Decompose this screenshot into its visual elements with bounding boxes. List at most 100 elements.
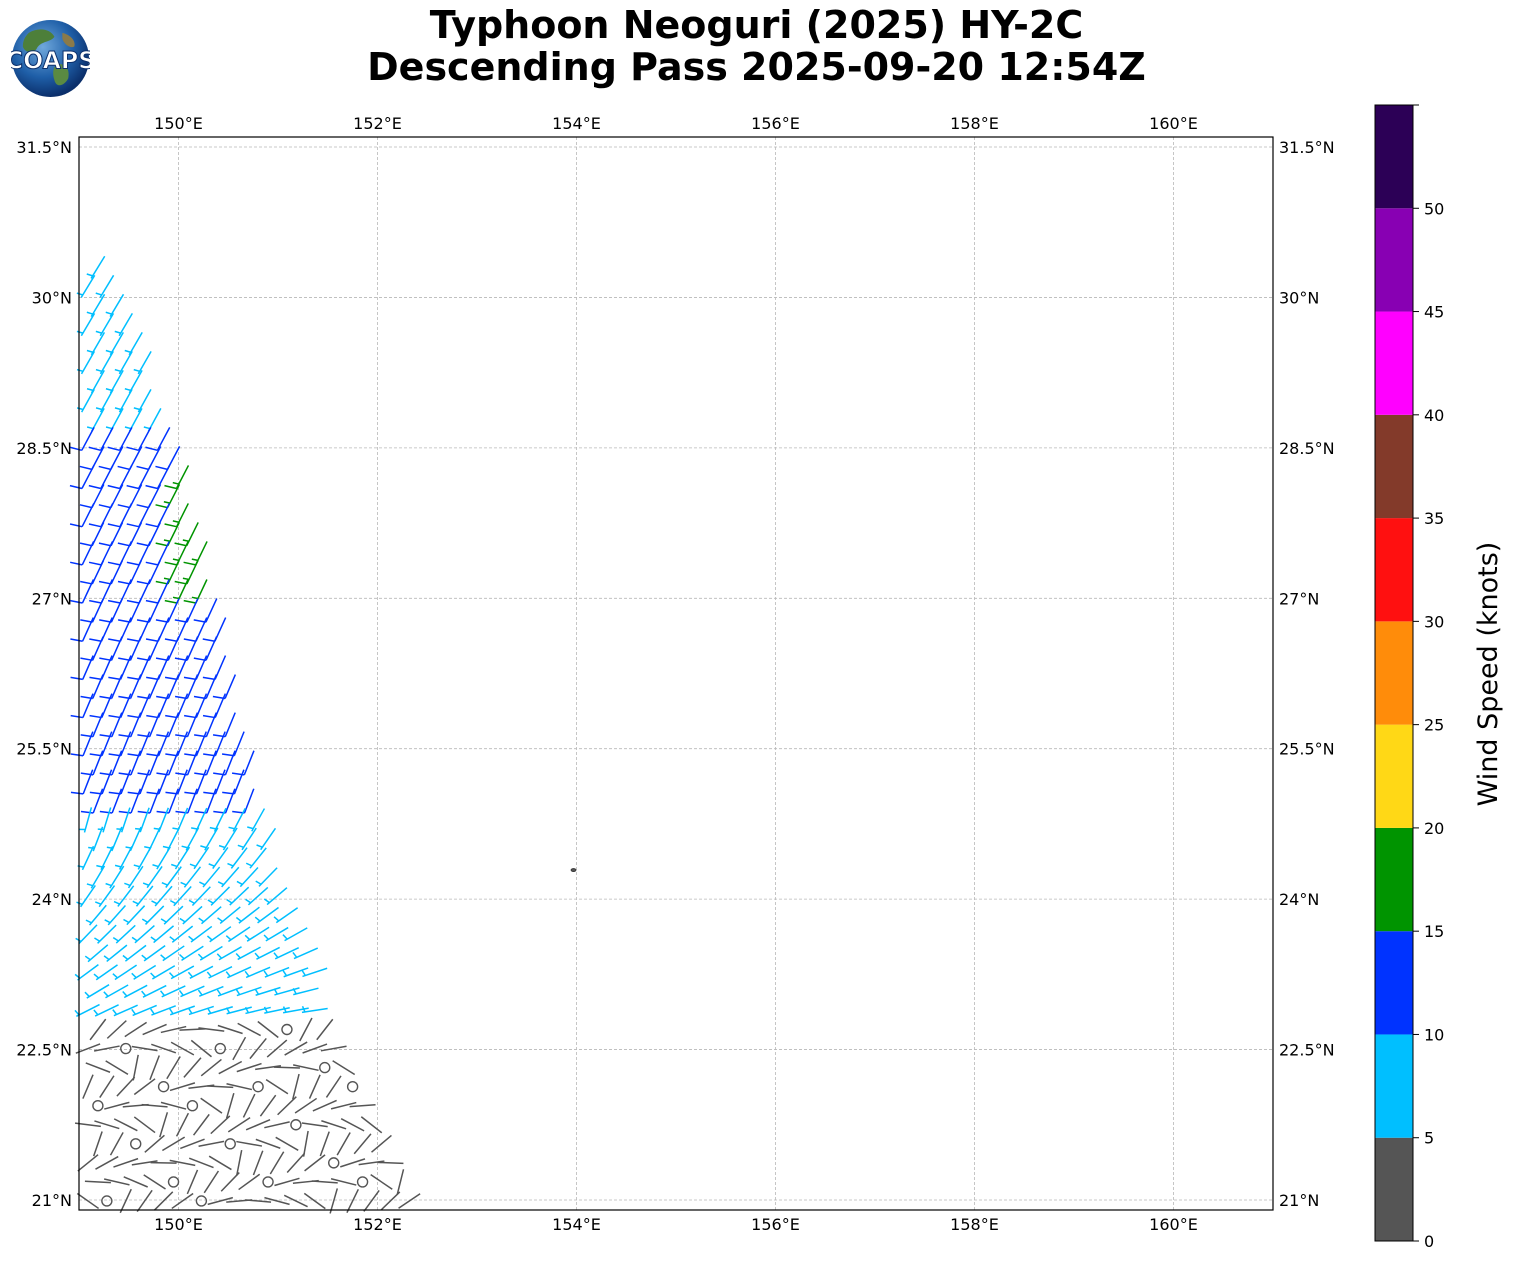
- barb-shaft: [104, 1101, 130, 1110]
- island: [570, 868, 577, 872]
- calm-circle: [195, 1195, 208, 1207]
- wind-barb: [76, 1192, 100, 1210]
- wind-barb: [104, 904, 126, 926]
- wind-barb: [85, 1062, 111, 1073]
- colorbar-segment: [1375, 931, 1413, 1035]
- barb-shaft: [190, 1039, 212, 1058]
- barb-shaft: [232, 1036, 247, 1061]
- barb-half-feather: [133, 864, 140, 868]
- barb-half-feather: [292, 988, 297, 995]
- wind-barb: [209, 807, 227, 832]
- barb-shaft: [99, 388, 114, 413]
- barb-shaft: [236, 986, 262, 997]
- barb-feather: [136, 619, 150, 623]
- barb-shaft: [78, 924, 98, 945]
- lon-tick-label-bottom: 152°E: [353, 1215, 402, 1234]
- barb-shaft: [111, 788, 123, 814]
- wind-barb: [188, 1157, 214, 1169]
- wind-barb: [153, 1191, 174, 1211]
- barb-shaft: [264, 1196, 290, 1206]
- barb-half-feather: [273, 988, 278, 995]
- barb-feather: [145, 561, 159, 566]
- wind-barb: [206, 965, 233, 979]
- coaps-logo: COAPS: [11, 19, 90, 98]
- barb-shaft: [92, 788, 104, 814]
- wind-barb: [98, 560, 124, 585]
- wind-barb: [124, 408, 143, 432]
- wind-barb: [235, 1149, 243, 1176]
- barb-shaft: [129, 674, 142, 699]
- barb-half-feather: [170, 863, 178, 868]
- barb-shaft: [188, 1157, 214, 1169]
- barb-shaft: [202, 866, 221, 888]
- lon-tick-label-top: 158°E: [950, 114, 999, 133]
- barb-shaft: [157, 693, 170, 718]
- wind-barb: [69, 503, 95, 528]
- barb-shaft: [120, 769, 132, 795]
- lon-tick-label-top: 154°E: [552, 114, 601, 133]
- wind-barb: [95, 388, 114, 413]
- lat-tick-label-right: 25.5°N: [1279, 740, 1335, 759]
- barb-feather: [155, 619, 169, 623]
- barb-shaft: [105, 984, 129, 999]
- wind-barb: [247, 808, 266, 832]
- wind-barb: [84, 1180, 111, 1184]
- barb-shaft: [208, 965, 233, 979]
- barb-shaft: [236, 1062, 262, 1073]
- barb-shaft: [186, 598, 199, 623]
- barb-shaft: [144, 1134, 165, 1153]
- calm-circle: [346, 1080, 359, 1093]
- barb-shaft: [83, 807, 93, 833]
- barb-shaft: [371, 1134, 392, 1153]
- barb-shaft: [167, 598, 180, 623]
- barb-shaft: [102, 807, 112, 833]
- barb-half-feather: [131, 1008, 137, 1015]
- barb-half-feather: [133, 368, 140, 373]
- barb-feather: [136, 542, 150, 547]
- wind-barb: [225, 966, 252, 979]
- wind-barb: [142, 865, 163, 889]
- barb-shaft: [325, 1075, 342, 1098]
- wind-barb: [84, 944, 109, 963]
- barb-shaft: [138, 693, 151, 718]
- barb-half-feather: [150, 936, 157, 942]
- barb-half-feather: [86, 311, 93, 315]
- barb-half-feather: [188, 899, 195, 905]
- barb-half-feather: [133, 407, 141, 411]
- barb-half-feather: [263, 934, 269, 940]
- barb-half-feather: [199, 881, 206, 886]
- barb-shaft: [77, 963, 99, 981]
- wind-barb: [225, 1093, 235, 1119]
- barb-feather: [69, 446, 82, 452]
- barb-feather: [70, 753, 84, 757]
- wind-barb: [160, 945, 185, 962]
- barb-half-feather: [124, 882, 131, 887]
- barb-half-feather: [235, 916, 242, 922]
- barb-half-feather: [227, 862, 234, 867]
- barb-half-feather: [169, 899, 177, 905]
- barb-shaft: [227, 1117, 251, 1133]
- barb-shaft: [245, 1006, 271, 1015]
- barb-shaft: [175, 1112, 190, 1137]
- colorbar-segment: [1375, 827, 1413, 932]
- lon-tick-label-top: 160°E: [1149, 114, 1198, 133]
- wind-barb: [126, 427, 152, 452]
- wind-barb: [89, 1018, 107, 1041]
- wind-barb: [216, 986, 243, 997]
- barb-shaft: [308, 1074, 321, 1099]
- wind-barb: [124, 331, 143, 356]
- barb-feather: [202, 714, 216, 719]
- calm-circle: [167, 1176, 180, 1188]
- lon-tick-label-bottom: 150°E: [154, 1215, 203, 1234]
- barb-shaft: [106, 944, 128, 963]
- barb-shaft: [162, 945, 185, 962]
- barb-shaft: [207, 1085, 234, 1089]
- wind-barb: [99, 788, 123, 814]
- barb-shaft: [181, 945, 204, 961]
- barb-shaft: [101, 693, 113, 718]
- barb-shaft: [137, 388, 152, 413]
- barb-half-feather: [105, 311, 112, 315]
- barb-feather: [127, 753, 140, 757]
- barb-half-feather: [94, 901, 102, 905]
- barb-shaft: [129, 598, 142, 623]
